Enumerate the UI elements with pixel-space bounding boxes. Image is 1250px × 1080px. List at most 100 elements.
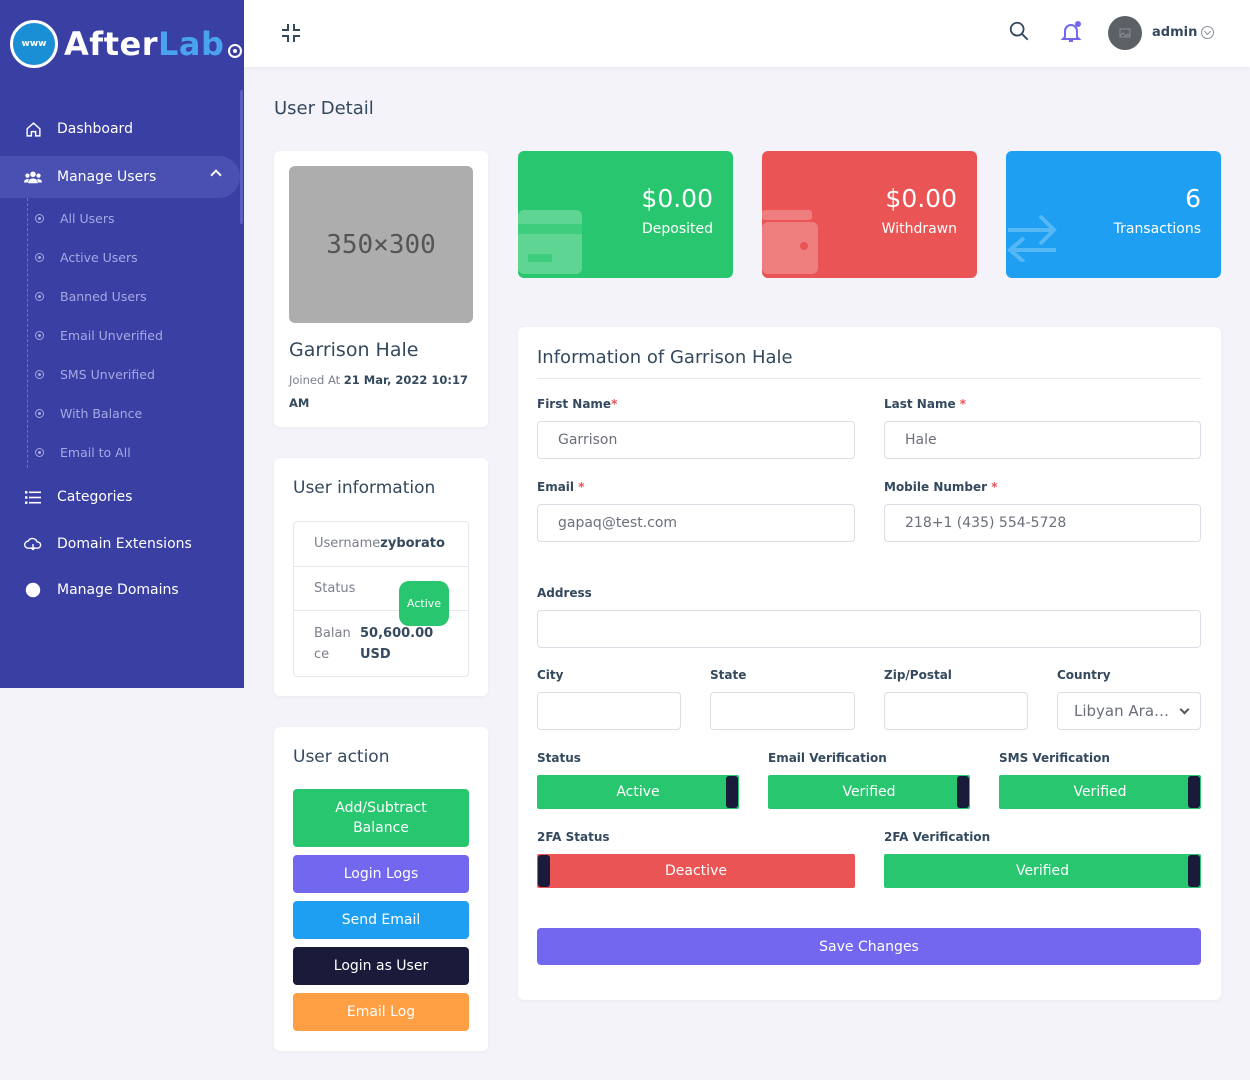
submenu-label: SMS Unverified	[60, 366, 155, 382]
sidebar-item-label: Manage Domains	[57, 582, 179, 598]
required-marker: *	[959, 397, 967, 411]
toggle-knob	[957, 776, 969, 808]
submenu-label: With Balance	[60, 405, 143, 421]
status-label: Status	[537, 751, 581, 765]
login-as-user-button[interactable]: Login as User	[293, 947, 469, 985]
twofa-status-label: 2FA Status	[537, 830, 610, 844]
sidebar-item-dashboard[interactable]: Dashboard	[0, 108, 240, 150]
first-name-label-text: First Name	[537, 397, 612, 411]
wallet-icon	[762, 210, 820, 278]
admin-username[interactable]: admin	[1152, 25, 1198, 40]
required-marker: *	[611, 397, 618, 411]
save-changes-button[interactable]: Save Changes	[537, 928, 1201, 965]
submenu-item-email-unverified[interactable]: Email Unverified	[35, 322, 163, 348]
last-name-label: Last Name *	[884, 397, 966, 411]
sidebar-scrollbar[interactable]	[240, 90, 243, 224]
status-toggle[interactable]: Active	[537, 775, 739, 809]
username-label: Username	[314, 536, 381, 551]
info-row-balance: Balance50,600.00 USD	[294, 611, 468, 677]
avatar[interactable]	[1108, 16, 1142, 50]
submenu-item-sms-unverified[interactable]: SMS Unverified	[35, 361, 155, 387]
sidebar-item-categories[interactable]: Categories	[0, 476, 240, 518]
add-subtract-balance-button[interactable]: Add/Subtract Balance	[293, 789, 469, 847]
logo-dot-icon	[228, 44, 243, 58]
brand-name-part1: After	[64, 25, 158, 63]
circle-dot-icon	[35, 330, 44, 340]
transactions-widget[interactable]: 6 Transactions	[1006, 151, 1221, 278]
submenu-item-email-to-all[interactable]: Email to All	[35, 439, 131, 465]
joined-date: Joined At 21 Mar, 2022 10:17 AM	[289, 369, 469, 415]
deposited-widget[interactable]: $0.00 Deposited	[518, 151, 733, 278]
chevron-up-icon	[210, 169, 222, 181]
withdrawn-widget[interactable]: $0.00 Withdrawn	[762, 151, 977, 278]
deposited-label: Deposited	[641, 221, 713, 237]
required-marker: *	[578, 480, 585, 494]
credit-card-icon	[518, 210, 584, 278]
submenu-label: Email to All	[60, 444, 131, 460]
cloud-icon	[24, 535, 42, 553]
toggle-knob	[1188, 776, 1200, 808]
mobile-label-text: Mobile Number	[884, 480, 988, 494]
submenu-item-active-users[interactable]: Active Users	[35, 244, 138, 270]
submenu-label: Banned Users	[60, 288, 147, 304]
user-action-card: User action Add/Subtract Balance Login L…	[274, 727, 488, 1051]
joined-label: Joined At	[289, 373, 341, 387]
profile-name: Garrison Hale	[289, 339, 419, 361]
username-value: zyborato	[380, 536, 445, 551]
users-icon	[24, 168, 42, 186]
circle-dot-icon	[35, 447, 44, 457]
email-verification-toggle[interactable]: Verified	[768, 775, 970, 809]
twofa-status-toggle[interactable]: Deactive	[537, 854, 855, 888]
login-logs-button[interactable]: Login Logs	[293, 855, 469, 893]
sidebar-item-domain-extensions[interactable]: Domain Extensions	[0, 523, 240, 565]
circle-dot-icon	[35, 291, 44, 301]
first-name-field[interactable]: Garrison	[537, 421, 855, 459]
email-label: Email *	[537, 480, 585, 494]
deposited-amount: $0.00	[641, 184, 713, 213]
state-field[interactable]	[710, 692, 855, 730]
submenu-label: All Users	[60, 210, 115, 226]
sidebar-item-manage-users[interactable]: Manage Users	[0, 156, 240, 198]
notification-bell-icon[interactable]	[1059, 20, 1083, 44]
last-name-label-text: Last Name	[884, 397, 956, 411]
zip-field[interactable]	[884, 692, 1028, 730]
card-title: User action	[293, 747, 390, 767]
address-label: Address	[537, 586, 592, 600]
collapse-sidebar-icon[interactable]	[280, 22, 302, 44]
send-email-button[interactable]: Send Email	[293, 901, 469, 939]
form-title: Information of Garrison Hale	[537, 347, 793, 368]
country-selected-value: Libyan Arab Jamahiriya	[1074, 702, 1170, 720]
sidebar-item-manage-domains[interactable]: Manage Domains	[0, 569, 240, 611]
sidebar-item-label: Domain Extensions	[57, 536, 192, 552]
last-name-field[interactable]: Hale	[884, 421, 1201, 459]
brand-name: AfterLab	[64, 25, 224, 63]
brand-logo[interactable]: www AfterLab	[10, 20, 243, 68]
info-row-status: Status Active	[294, 567, 468, 626]
info-row-username: Usernamezyborato	[294, 522, 468, 567]
sms-verification-label: SMS Verification	[999, 751, 1110, 765]
submenu-item-all-users[interactable]: All Users	[35, 205, 114, 231]
twofa-verification-toggle[interactable]: Verified	[884, 854, 1201, 888]
submenu-item-banned-users[interactable]: Banned Users	[35, 283, 147, 309]
chevron-down-icon[interactable]	[1201, 26, 1214, 39]
country-select[interactable]: Libyan Arab Jamahiriya	[1057, 692, 1201, 730]
first-name-label: First Name*	[537, 397, 617, 411]
user-info-list: Usernamezyborato Status Active Balance50…	[293, 521, 469, 677]
globe-icon	[24, 581, 42, 599]
sms-verification-toggle[interactable]: Verified	[999, 775, 1201, 809]
globe-logo-icon: www	[10, 20, 58, 68]
mobile-label: Mobile Number *	[884, 480, 998, 494]
email-field[interactable]: gapaq@test.com	[537, 504, 855, 542]
toggle-knob	[1188, 855, 1200, 887]
submenu-item-with-balance[interactable]: With Balance	[35, 400, 142, 426]
sidebar-item-label: Manage Users	[57, 169, 157, 185]
status-toggle-label: Active	[616, 784, 660, 800]
city-field[interactable]	[537, 692, 681, 730]
page-title: User Detail	[274, 98, 374, 119]
address-field[interactable]	[537, 610, 1201, 648]
exchange-arrows-icon	[1006, 212, 1058, 266]
email-log-button[interactable]: Email Log	[293, 993, 469, 1031]
search-icon[interactable]	[1008, 20, 1032, 44]
mobile-number-field[interactable]: 218+1 (435) 554-5728	[884, 504, 1201, 542]
submenu-label: Email Unverified	[60, 327, 163, 343]
